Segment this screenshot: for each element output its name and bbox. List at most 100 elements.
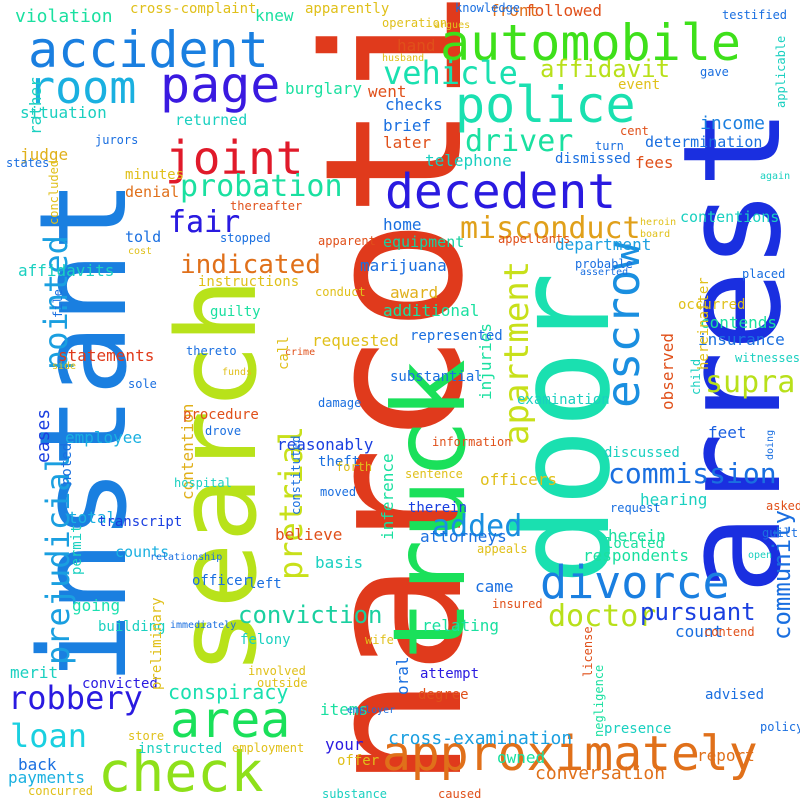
cloud-word: contend xyxy=(704,625,755,639)
cloud-word: statements xyxy=(58,346,155,365)
cloud-word: home xyxy=(383,215,422,234)
cloud-word: noted xyxy=(59,442,75,485)
cloud-word: affidavit xyxy=(540,55,671,83)
cloud-word: instructions xyxy=(198,274,300,290)
cloud-word: additional xyxy=(383,301,480,320)
cloud-word: presence xyxy=(604,721,672,737)
cloud-word: request xyxy=(610,501,661,515)
cloud-word: store xyxy=(128,729,165,743)
cloud-word: side xyxy=(52,361,77,372)
cloud-word: crime xyxy=(285,347,316,358)
cloud-word: requested xyxy=(312,331,399,350)
cloud-word: guilt xyxy=(762,526,799,540)
cloud-word: denial xyxy=(125,183,180,201)
cloud-word: procedure xyxy=(183,407,259,423)
cloud-word: determination xyxy=(645,133,763,151)
cloud-word: came xyxy=(475,577,514,596)
cloud-word: offer xyxy=(337,753,380,769)
cloud-word: reasonably xyxy=(277,435,374,454)
cloud-word: owned xyxy=(497,748,546,767)
cloud-word: minutes xyxy=(125,167,185,183)
cloud-word: turn xyxy=(595,139,624,153)
cloud-word: accident xyxy=(28,21,269,79)
cloud-word: fair xyxy=(168,205,241,240)
cloud-word: equipment xyxy=(383,233,465,251)
cloud-word: apartment xyxy=(497,260,537,445)
cloud-word: forth xyxy=(336,460,373,474)
cloud-word: relating xyxy=(422,616,500,635)
cloud-word: back xyxy=(18,755,57,774)
cloud-word: rather xyxy=(26,77,45,135)
cloud-word: supra xyxy=(705,365,796,400)
cloud-word: employer xyxy=(347,705,396,716)
cloud-word: knew xyxy=(255,6,294,25)
cloud-word: involved xyxy=(248,664,306,678)
cloud-word: room xyxy=(28,61,137,114)
cloud-word: burglary xyxy=(285,79,363,98)
cloud-word: heroin xyxy=(640,217,677,228)
cloud-word: ease xyxy=(398,770,759,800)
cloud-word: commission xyxy=(608,457,777,490)
cloud-word: divorce xyxy=(540,556,730,609)
cloud-word: preliminary xyxy=(149,597,165,690)
cloud-word: herein xyxy=(608,526,666,545)
cloud-word: conspiracy xyxy=(168,680,289,704)
cloud-word: your xyxy=(325,735,364,754)
cloud-word: appellants xyxy=(498,232,571,246)
cloud-word: driver xyxy=(465,124,574,159)
cloud-word: substance xyxy=(322,787,388,800)
cloud-word: felony xyxy=(240,632,291,648)
cloud-word: placed xyxy=(742,267,786,281)
cloud-word: represented xyxy=(410,328,503,344)
cloud-word: hearing xyxy=(640,490,708,509)
cloud-word: again xyxy=(760,171,791,182)
cloud-word: testified xyxy=(722,8,788,22)
cloud-word: page xyxy=(160,56,281,114)
cloud-word: cross-examination xyxy=(388,728,573,749)
cloud-word: left xyxy=(248,576,282,592)
cloud-word: insured xyxy=(492,597,543,611)
cloud-word: policy xyxy=(760,720,800,734)
cloud-word: damage xyxy=(318,396,362,410)
cloud-word: concluded xyxy=(47,159,61,225)
cloud-word: officers xyxy=(480,470,558,489)
cloud-word: oral xyxy=(393,656,412,695)
cloud-word: cent xyxy=(620,124,649,138)
cloud-word: vehicle xyxy=(383,54,518,92)
cloud-word: doing xyxy=(765,429,776,460)
cloud-word: thereto xyxy=(186,344,237,358)
cloud-word: funds xyxy=(222,367,253,378)
cloud-word: substantial xyxy=(390,369,483,385)
cloud-word: apparently xyxy=(305,1,390,17)
cloud-word: hereinafter xyxy=(696,277,712,370)
cloud-word: returned xyxy=(175,111,248,129)
cloud-word: moved xyxy=(320,485,357,499)
cloud-word: conviction xyxy=(238,601,383,629)
cloud-word: situation xyxy=(20,103,107,122)
cloud-word: brief xyxy=(383,116,432,135)
cloud-word: counts xyxy=(115,543,170,561)
cloud-word: eases xyxy=(33,408,54,463)
cloud-word: decedent xyxy=(385,164,617,220)
cloud-word: hand xyxy=(397,36,436,55)
cloud-word: instructed xyxy=(138,741,223,757)
cloud-word: contends xyxy=(700,313,778,332)
cloud-word: told xyxy=(125,228,162,246)
cloud-word: building xyxy=(98,619,166,635)
cloud-word: count xyxy=(675,622,724,641)
cloud-word: states xyxy=(6,156,50,170)
cloud-word: front xyxy=(490,1,539,20)
cloud-word: probable xyxy=(575,257,633,271)
cloud-word: witnesses xyxy=(735,351,800,365)
cloud-word: applicable xyxy=(774,35,788,108)
cloud-word: basis xyxy=(315,553,364,572)
cloud-word: believe xyxy=(275,525,343,544)
cloud-word: robbery xyxy=(8,679,143,717)
cloud-word: hospital xyxy=(174,476,232,490)
cloud-word: located xyxy=(605,536,665,552)
cloud-word: gave xyxy=(700,65,729,79)
cloud-word: drove xyxy=(205,424,242,438)
cloud-word: followed xyxy=(525,1,603,20)
cloud-word: apparent xyxy=(318,234,376,248)
